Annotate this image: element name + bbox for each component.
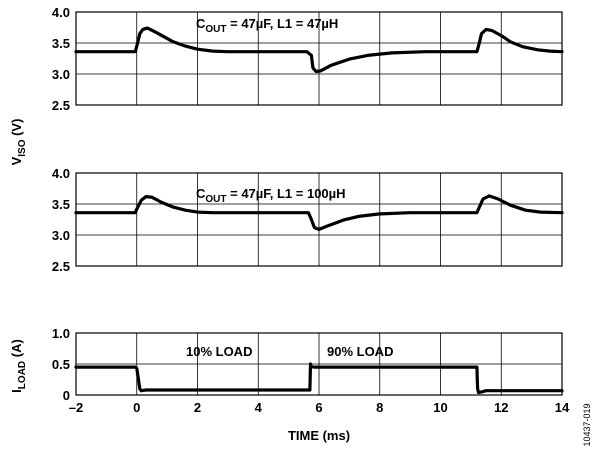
vout-trace-47uH (74, 26, 564, 74)
x-tick-label: 0 (133, 400, 140, 415)
annotation-10-load: 10% LOAD (186, 344, 252, 359)
x-axis-title: TIME (ms) (288, 428, 350, 443)
panel-top-frame (75, 11, 563, 106)
x-tick-label: 2 (194, 400, 201, 415)
x-tick-label: 8 (376, 400, 383, 415)
x-tick-label: 10 (433, 400, 447, 415)
y-tick-label: 3.5 (52, 197, 70, 212)
figure-id: 10437-019 (582, 403, 592, 446)
iload-trace (74, 362, 564, 395)
y-tick-label: 3.0 (52, 228, 70, 243)
y-tick-label: 1.0 (52, 326, 70, 341)
annotation-cout-47uH: COUT = 47µF, L1 = 47µH (196, 16, 338, 35)
panel-middle-frame (75, 172, 563, 267)
y-axis-title-iload: ILOAD (A) (9, 339, 28, 393)
annotation-cout-100uH: COUT = 47µF, L1 = 100µH (196, 186, 346, 205)
y-axis-title-viso: VISO (V) (9, 119, 28, 166)
x-tick-label: 12 (494, 400, 508, 415)
x-tick-label: 6 (315, 400, 322, 415)
panel-top: 2.5 3.0 3.5 4.0 COUT = 47µF, L1 = 47µH (52, 5, 564, 113)
x-tick-label: –2 (69, 400, 83, 415)
x-tick-label: 4 (255, 400, 263, 415)
y-tick-label: 0.5 (52, 357, 70, 372)
y-tick-label: 4.0 (52, 5, 70, 20)
panel-middle: 2.5 3.0 3.5 4.0 COUT = 47µF, L1 = 100µH (52, 166, 564, 274)
y-tick-label: 3.0 (52, 67, 70, 82)
y-tick-label: 0 (63, 388, 70, 403)
y-tick-label: 3.5 (52, 36, 70, 51)
panel-bottom: 00.51.0–2 0 2 4 6 8 10 12 14 10% LOAD 90% LOAD (52, 326, 570, 415)
y-tick-label: 2.5 (52, 98, 70, 113)
y-tick-label: 2.5 (52, 259, 70, 274)
y-tick-label: 4.0 (52, 166, 70, 181)
annotation-90-load: 90% LOAD (327, 344, 393, 359)
panel-bottom-frame (75, 332, 563, 396)
vout-trace-100uH (74, 194, 564, 231)
x-tick-label: 14 (555, 400, 570, 415)
